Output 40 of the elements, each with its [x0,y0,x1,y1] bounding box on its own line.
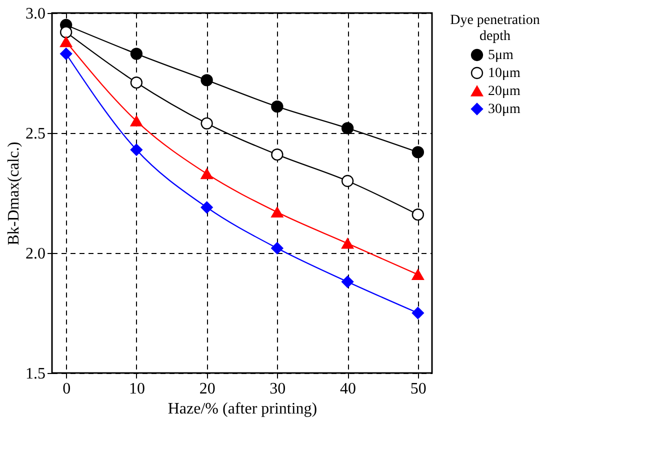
legend-label: 20μm [488,84,521,99]
point [200,74,213,86]
y-tick-label: 2.5 [26,126,46,142]
point [341,174,354,188]
point [271,100,284,113]
point [271,148,284,161]
point [130,76,143,89]
point [130,144,143,156]
point [412,146,424,158]
y-tick-label: 1.5 [26,366,46,382]
point [412,269,424,280]
point [200,117,213,130]
x-tick-label: 50 [410,380,426,398]
x-tick-label: 0 [62,380,71,398]
point [200,201,213,214]
x-tick-label: 40 [340,380,356,398]
x-tick-label: 30 [270,380,286,398]
point [60,48,72,60]
point [412,306,424,320]
legend-label: 10μm [488,66,521,81]
point [341,238,354,249]
x-axis-title: Haze/% (after printing) [168,400,318,418]
y-tick-label: 2.0 [26,246,46,262]
point [341,122,354,134]
point [130,48,143,60]
point [130,116,143,126]
point [341,276,354,288]
legend-title: Dye penetration depth [450,13,540,44]
point [60,26,72,38]
point [200,168,213,180]
x-tick-label: 10 [128,380,145,398]
point [271,206,284,218]
y-tick-label: 3.0 [26,6,46,22]
point [60,36,72,48]
y-axis-title: Bk-Dmax(calc.) [6,142,22,246]
legend-label: 30μm [488,102,521,117]
point [271,242,284,254]
x-tick-label: 20 [199,380,216,398]
point [412,208,424,221]
legend-label: 5μm [488,48,514,63]
